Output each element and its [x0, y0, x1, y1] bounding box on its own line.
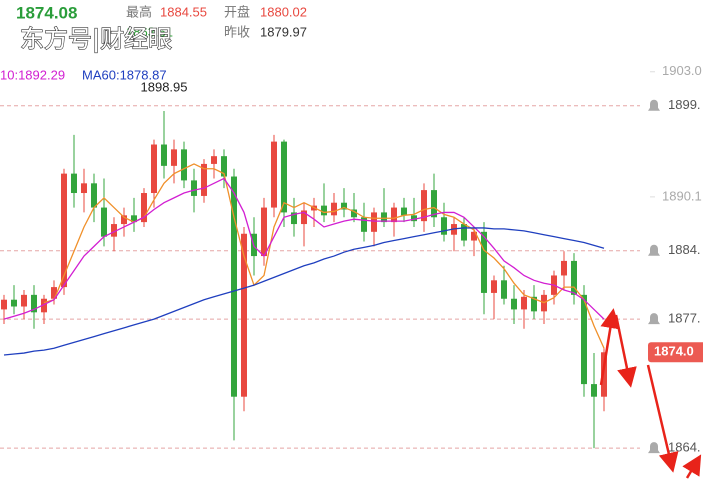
- candle-body: [211, 156, 217, 164]
- candle-body: [491, 280, 497, 293]
- bell-icon: [648, 99, 660, 111]
- candle-body: [91, 183, 97, 208]
- ma-line: [3, 177, 605, 320]
- price-tag-label: 1874.0: [654, 344, 694, 359]
- y-tick-label: 1903.0: [662, 63, 702, 78]
- candle-body: [141, 193, 147, 223]
- high-label: 最高: [126, 4, 152, 19]
- candle-body: [561, 260, 567, 276]
- candle-body: [461, 224, 467, 241]
- candle-body: [51, 287, 57, 299]
- last-price: 1874.08: [16, 3, 77, 22]
- candle-body: [321, 205, 327, 216]
- candle-body: [591, 384, 597, 397]
- candle-body: [121, 215, 127, 225]
- candle-body: [71, 173, 77, 194]
- candle-body: [171, 149, 177, 166]
- arrow: [614, 314, 637, 388]
- open-value: 1880.02: [260, 4, 307, 19]
- candle-body: [421, 190, 427, 222]
- candle-body: [151, 144, 157, 194]
- arrow: [599, 308, 621, 386]
- high-annotation: 1898.95: [141, 79, 188, 94]
- candle-body: [331, 202, 337, 216]
- alert-label: 1899.: [668, 97, 701, 112]
- candle-body: [161, 144, 167, 166]
- candle-body: [281, 141, 287, 213]
- candle-body: [371, 212, 377, 232]
- candle-body: [471, 231, 477, 241]
- prev-value: 1879.97: [260, 24, 307, 39]
- candle-body: [381, 212, 387, 223]
- candle-body: [441, 217, 447, 235]
- bell-icon: [648, 313, 660, 325]
- candle-body: [271, 141, 277, 208]
- candle-body: [411, 215, 417, 222]
- alert-label: 1864.: [668, 440, 701, 455]
- candle-body: [41, 298, 47, 313]
- candle-body: [221, 156, 227, 177]
- high-value: 1884.55: [160, 4, 207, 19]
- candle-body: [601, 352, 607, 397]
- candle-body: [31, 294, 37, 313]
- alert-label: 1884.: [668, 242, 701, 257]
- candle-body: [351, 209, 357, 218]
- legend-ma10: 10:1892.29: [0, 67, 65, 82]
- candle-body: [291, 212, 297, 225]
- arrow: [682, 454, 702, 479]
- candle-body: [571, 260, 577, 295]
- candle-body: [11, 299, 17, 307]
- candle-body: [131, 215, 137, 223]
- candle-body: [191, 180, 197, 196]
- watermark: 东方号|财经眼: [20, 25, 172, 53]
- candle-body: [511, 298, 517, 310]
- candle-body: [1, 299, 7, 310]
- candle-body: [101, 207, 107, 237]
- candle-body: [181, 149, 187, 181]
- legend-ma60: MA60:1878.87: [82, 67, 167, 82]
- y-tick-label: 1890.1: [662, 188, 702, 203]
- low-value: 1863.61: [126, 24, 173, 39]
- candle-body: [201, 163, 207, 196]
- alert-label: 1877.: [668, 311, 701, 326]
- candle-body: [361, 217, 367, 232]
- ma-line: [3, 227, 605, 356]
- candle-body: [531, 296, 537, 312]
- candle-body: [111, 224, 117, 237]
- candle-body: [261, 207, 267, 257]
- bell-icon: [648, 442, 660, 454]
- candle-body: [401, 207, 407, 216]
- candle-body: [241, 233, 247, 397]
- candle-body: [521, 296, 527, 310]
- candle-body: [581, 294, 587, 385]
- candle-body: [391, 207, 397, 223]
- candle-body: [341, 202, 347, 210]
- candle-body: [501, 280, 507, 299]
- candle-body: [231, 176, 237, 397]
- candle-body: [481, 231, 487, 293]
- candle-body: [81, 183, 87, 194]
- candle-body: [431, 190, 437, 218]
- arrow: [646, 364, 679, 473]
- candle-body: [61, 173, 67, 288]
- open-label: 开盘: [224, 4, 250, 19]
- price-tag: [648, 342, 703, 363]
- bell-icon: [648, 244, 660, 256]
- annotation-arrows: [599, 308, 702, 479]
- candle-body: [21, 294, 27, 307]
- plot-area: 1903.0 1890.1 1899. 1884. 1877. 1864. 1898.95 1…: [0, 63, 703, 455]
- candle-body: [301, 210, 307, 225]
- prev-label: 昨收: [224, 24, 250, 39]
